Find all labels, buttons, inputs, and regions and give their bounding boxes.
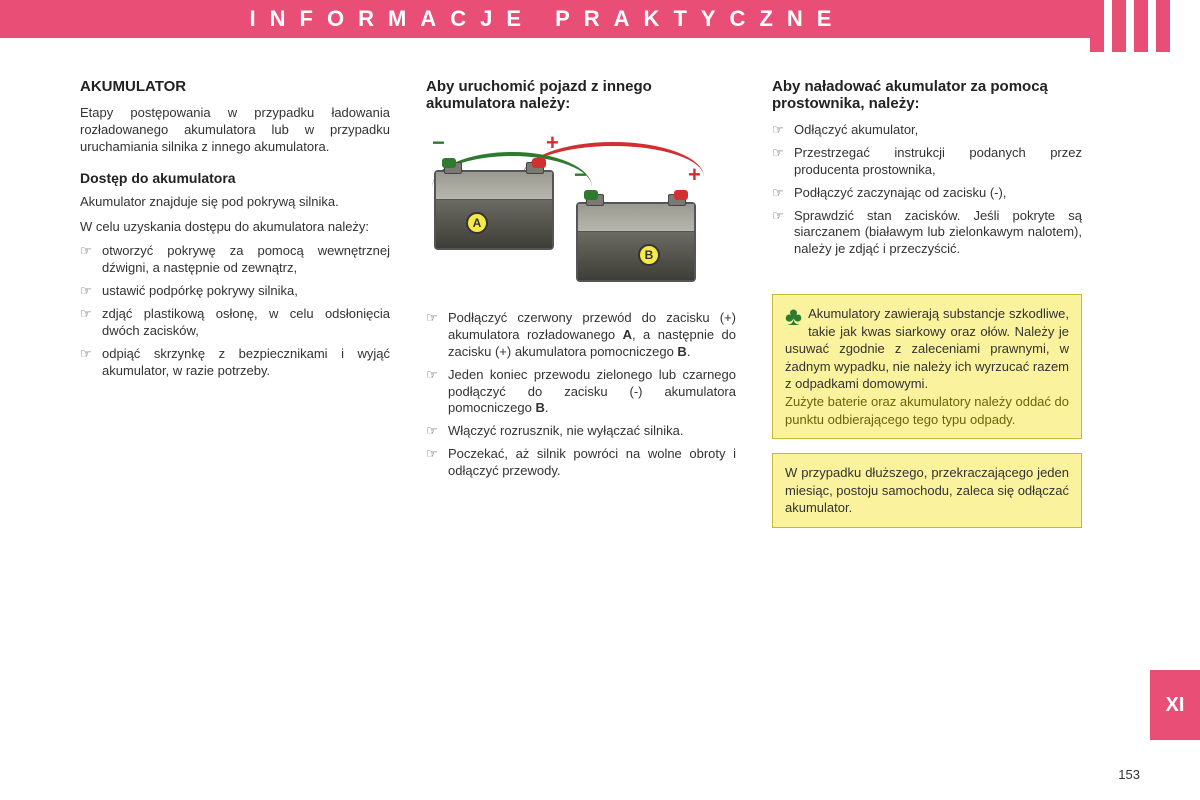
column-1: AKUMULATOR Etapy postępowania w przypadk… bbox=[80, 78, 390, 542]
page-number: 153 bbox=[1118, 767, 1140, 782]
battery-body bbox=[578, 232, 694, 280]
stripe bbox=[1090, 0, 1104, 52]
notice1-p1: Akumulatory zawierają substancje szkodli… bbox=[785, 306, 1069, 391]
battery-body bbox=[436, 200, 552, 248]
list-item: zdjąć plastikową osłonę, w celu odsłonię… bbox=[80, 306, 390, 340]
notice1-p2: Zużyte baterie oraz akumulatory należy o… bbox=[785, 394, 1069, 427]
list-item: ustawić podpórkę pokrywy silnika, bbox=[80, 283, 390, 300]
col2-list: Podłączyć czerwony przewód do zacisku (+… bbox=[426, 310, 736, 480]
bold-a: A bbox=[623, 327, 632, 342]
stripe bbox=[1112, 0, 1126, 52]
battery-a: A bbox=[434, 170, 554, 250]
col1-intro: Etapy postępowania w przypadku ładowania… bbox=[80, 105, 390, 156]
text: . bbox=[687, 344, 691, 359]
badge-b: B bbox=[638, 244, 660, 266]
leaf-icon: ♣ bbox=[785, 305, 802, 328]
column-3: Aby naładować akumulator za pomocą prost… bbox=[772, 78, 1082, 542]
battery-top bbox=[578, 204, 694, 232]
col1-p1: Akumulator znajduje się pod pokrywą siln… bbox=[80, 194, 390, 211]
col1-heading: AKUMULATOR bbox=[80, 78, 390, 95]
content-area: AKUMULATOR Etapy postępowania w przypadk… bbox=[0, 38, 1200, 542]
col3-list: Odłączyć akumulator, Przestrzegać instru… bbox=[772, 122, 1082, 258]
bold-b: B bbox=[535, 400, 544, 415]
col1-subheading: Dostęp do akumulatora bbox=[80, 170, 390, 186]
col1-p2: W celu uzyskania dostępu do akumulatora … bbox=[80, 219, 390, 236]
list-item: Podłączyć zaczynając od zacisku (-), bbox=[772, 185, 1082, 202]
list-item: Odłączyć akumulator, bbox=[772, 122, 1082, 139]
stripe bbox=[1156, 0, 1170, 52]
spacer bbox=[772, 266, 1082, 294]
list-item: Poczekać, aż silnik powróci na wolne obr… bbox=[426, 446, 736, 480]
list-item: odpiąć skrzynkę z bezpiecznikami i wyjąć… bbox=[80, 346, 390, 380]
text: . bbox=[545, 400, 549, 415]
text: Jeden koniec przewodu zielonego lub czar… bbox=[448, 367, 736, 416]
notice-storage: W przypadku dłuższego, przekraczającego … bbox=[772, 453, 1082, 528]
col1-list: otworzyć pokrywę za pomocą wewnętrznej d… bbox=[80, 243, 390, 379]
clamp-red bbox=[674, 190, 688, 200]
col3-heading: Aby naładować akumulator za pomocą prost… bbox=[772, 78, 1082, 112]
list-item: Jeden koniec przewodu zielonego lub czar… bbox=[426, 367, 736, 418]
battery-b: B bbox=[576, 202, 696, 282]
notice-environment: ♣ Akumulatory zawierają substancje szkod… bbox=[772, 294, 1082, 439]
list-item: Sprawdzić stan zacisków. Jeśli pokryte s… bbox=[772, 208, 1082, 259]
list-item: Włączyć rozrusznik, nie wyłączać silnika… bbox=[426, 423, 736, 440]
bold-b: B bbox=[677, 344, 686, 359]
list-item: otworzyć pokrywę za pomocą wewnętrznej d… bbox=[80, 243, 390, 277]
col2-heading: Aby uruchomić pojazd z innego akumulator… bbox=[426, 78, 736, 112]
clamp-green bbox=[584, 190, 598, 200]
clamp-green bbox=[442, 158, 456, 168]
chapter-tab: XI bbox=[1150, 670, 1200, 740]
column-2: Aby uruchomić pojazd z innego akumulator… bbox=[426, 78, 736, 542]
minus-sign: − bbox=[432, 130, 445, 156]
list-item: Przestrzegać instrukcji podanych przez p… bbox=[772, 145, 1082, 179]
decorative-stripes bbox=[1090, 0, 1170, 52]
battery-diagram: − + − + A bbox=[426, 122, 706, 292]
list-item: Podłączyć czerwony przewód do zacisku (+… bbox=[426, 310, 736, 361]
notice2-text: W przypadku dłuższego, przekraczającego … bbox=[785, 465, 1069, 515]
battery-top bbox=[436, 172, 552, 200]
page-header: INFORMACJE PRAKTYCZNE bbox=[0, 0, 1095, 38]
clamp-red bbox=[532, 158, 546, 168]
chapter-number: XI bbox=[1166, 694, 1185, 717]
header-title: INFORMACJE PRAKTYCZNE bbox=[250, 6, 846, 32]
badge-a: A bbox=[466, 212, 488, 234]
stripe bbox=[1134, 0, 1148, 52]
